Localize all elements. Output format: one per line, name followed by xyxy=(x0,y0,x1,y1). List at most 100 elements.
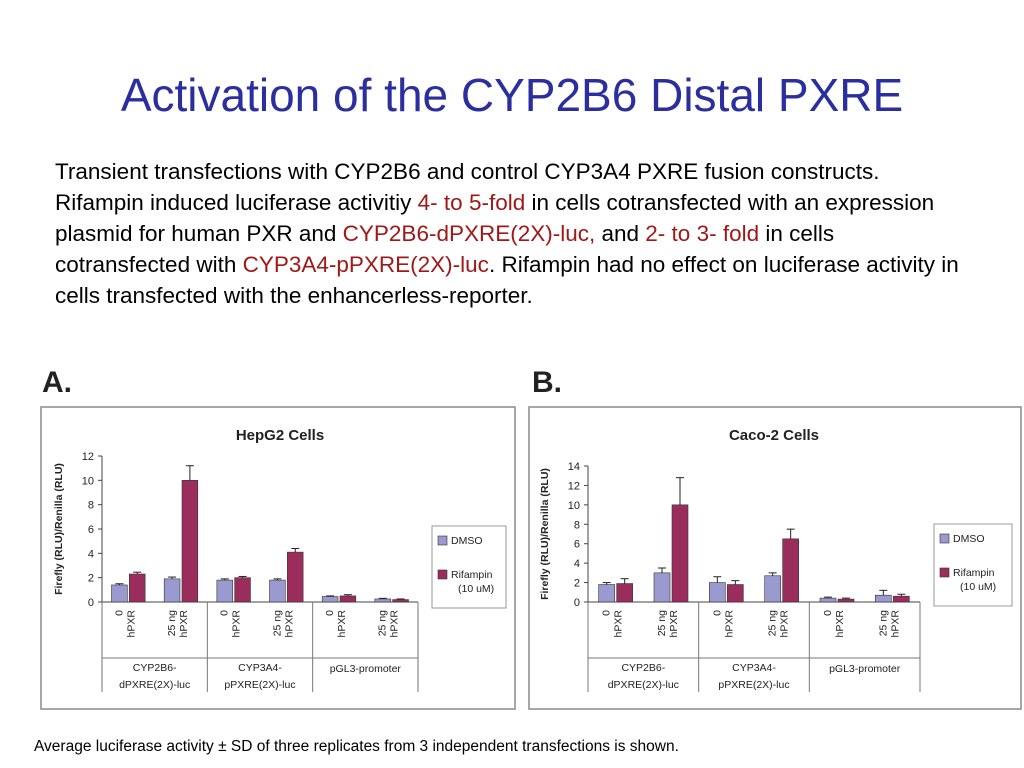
category-label: hPXR xyxy=(613,610,625,638)
category-label: 25 ng xyxy=(166,610,178,636)
bar-rifampin xyxy=(339,595,357,603)
category-label: 0 xyxy=(601,610,613,616)
legend-swatch xyxy=(437,569,448,580)
y-axis-label: Firefly (RLU)/Renilla (RLU) xyxy=(539,468,551,600)
body-text-segment: . Rifampin had no effect on luciferase a… xyxy=(55,252,959,308)
bar-rifampin xyxy=(837,598,855,603)
y-tick-label: 10 xyxy=(82,475,94,487)
legend-label: DMSO xyxy=(953,533,985,545)
y-tick-label: 2 xyxy=(88,573,94,585)
category-label: 0 xyxy=(324,610,336,616)
y-tick-label: 8 xyxy=(88,500,94,512)
legend-label: (10 uM) xyxy=(458,583,494,595)
legend-swatch xyxy=(939,533,950,544)
bar-dmso xyxy=(875,594,892,603)
group-label: dPXRE(2X)-luc xyxy=(608,679,679,691)
bar-dmso xyxy=(653,572,671,603)
bar-rifampin xyxy=(616,583,633,603)
category-label: hPXR xyxy=(779,610,791,638)
y-tick-label: 4 xyxy=(88,548,94,560)
y-tick-label: 0 xyxy=(88,597,94,609)
group-label: CYP2B6- xyxy=(133,662,177,674)
group-label: pGL3-promoter xyxy=(330,663,402,675)
caco2-chart: Caco-2 Cells 0 2 4 6 8 10 12 14 Firefly (RLU)/Ren… xyxy=(528,406,1022,710)
category-label: hPXR xyxy=(178,610,190,638)
bar-dmso xyxy=(163,578,181,603)
y-tick-label: 6 xyxy=(88,524,94,536)
group-label: pGL3-promoter xyxy=(829,663,901,675)
highlighted-text: CYP3A4-pPXRE(2X)-luc xyxy=(242,252,489,277)
bar-rifampin xyxy=(287,551,304,603)
y-tick-label: 8 xyxy=(574,519,580,531)
body-text-segment: and xyxy=(595,221,646,246)
body-text-segment: Transient transfections with CYP2B6 and … xyxy=(55,159,880,215)
bar-dmso xyxy=(269,579,286,603)
footnote: Average luciferase activity ± SD of thre… xyxy=(34,738,679,755)
slide-body-text: Transient transfections with CYP2B6 and … xyxy=(55,156,965,311)
legend-swatch xyxy=(939,567,950,578)
highlighted-text: 2- to 3- fold xyxy=(645,221,760,246)
legend-label: Rifampin xyxy=(953,567,995,579)
chart-title: HepG2 Cells xyxy=(236,427,324,444)
legend-label: (10 uM) xyxy=(960,581,996,593)
y-tick-label: 0 xyxy=(574,597,580,609)
y-axis-label: Firefly (RLU)/Renilla (RLU) xyxy=(53,463,65,595)
bar-rifampin xyxy=(893,595,910,603)
category-label: 25 ng xyxy=(377,610,389,636)
chart-title: Caco-2 Cells xyxy=(729,427,819,444)
legend-swatch xyxy=(437,535,448,546)
bar-rifampin xyxy=(392,599,409,603)
slide-title: Activation of the CYP2B6 Distal PXRE xyxy=(120,69,904,121)
category-label: 25 ng xyxy=(767,610,779,636)
legend-label: DMSO xyxy=(451,535,483,547)
category-label: hPXR xyxy=(389,610,401,638)
bar-dmso xyxy=(321,596,339,603)
category-label: 0 xyxy=(219,610,231,616)
category-label: hPXR xyxy=(231,610,243,638)
bar-dmso xyxy=(819,597,837,603)
category-label: hPXR xyxy=(723,610,735,638)
y-tick-label: 12 xyxy=(568,480,580,492)
bar-dmso xyxy=(709,582,726,603)
bar-rifampin xyxy=(181,480,199,603)
category-label: hPXR xyxy=(668,610,680,638)
category-label: 0 xyxy=(711,610,723,616)
category-label: hPXR xyxy=(336,610,348,638)
bar-dmso xyxy=(764,575,781,603)
y-tick-label: 12 xyxy=(82,451,94,463)
category-label: 25 ng xyxy=(877,610,889,636)
category-label: 25 ng xyxy=(656,610,668,636)
bar-rifampin xyxy=(671,504,689,603)
group-label: CYP2B6- xyxy=(621,662,665,674)
y-tick-label: 6 xyxy=(574,539,580,551)
group-label: CYP3A4- xyxy=(732,662,776,674)
bar-rifampin xyxy=(129,573,146,603)
highlighted-text: 4- to 5-fold xyxy=(417,190,526,215)
category-label: 0 xyxy=(822,610,834,616)
group-label: pPXRE(2X)-luc xyxy=(718,679,789,691)
bar-dmso xyxy=(216,579,233,603)
y-tick-label: 14 xyxy=(568,461,580,473)
bar-dmso xyxy=(598,584,615,603)
highlighted-text: CYP2B6-dPXRE(2X)-luc, xyxy=(342,221,596,246)
category-label: hPXR xyxy=(834,610,846,638)
y-tick-label: 4 xyxy=(574,558,580,570)
y-tick-label: 10 xyxy=(568,500,580,512)
group-label: CYP3A4- xyxy=(238,662,282,674)
category-label: hPXR xyxy=(889,610,901,638)
bar-rifampin xyxy=(782,538,799,603)
legend-label: Rifampin xyxy=(451,569,493,581)
hepg2-chart: HepG2 Cells 0 2 4 6 8 10 12 Firefly (RLU)/Renill… xyxy=(40,406,516,710)
body-text-segment: in cells cotransfected with an expressio… xyxy=(55,190,935,246)
category-label: 25 ng xyxy=(271,610,283,636)
bar-rifampin xyxy=(234,577,251,603)
bar-dmso xyxy=(111,584,128,603)
panel-label-a: A. xyxy=(42,366,72,399)
category-label: 0 xyxy=(113,610,125,616)
y-tick-label: 2 xyxy=(574,578,580,590)
category-label: hPXR xyxy=(283,610,295,638)
group-label: pPXRE(2X)-luc xyxy=(224,679,295,691)
category-label: hPXR xyxy=(125,610,137,638)
bar-dmso xyxy=(374,598,391,603)
panel-label-b: B. xyxy=(532,366,562,399)
